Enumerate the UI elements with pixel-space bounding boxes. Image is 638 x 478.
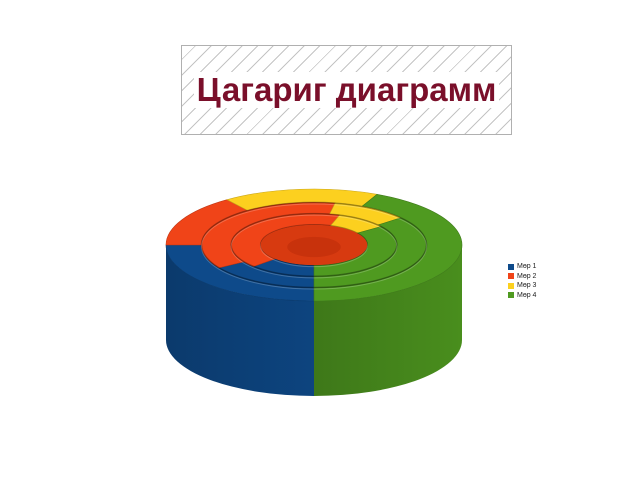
side-wall-1 [166,245,314,396]
legend-swatch [508,273,514,280]
ring-1 [165,188,463,302]
ring-separator-2 [230,212,398,278]
legend-swatch [508,292,514,299]
legend-item: Мөр 3 [508,281,536,291]
chart-legend: Мөр 1 Мөр 2 Мөр 3 Мөр 4 [508,262,536,300]
legend-item: Мөр 1 [508,262,536,272]
center-hole-inner [287,236,341,258]
legend-label: Мөр 4 [517,291,537,299]
legend-label: Мөр 1 [517,263,537,271]
ring-2 [201,202,427,288]
side-wall-4 [314,245,462,396]
chart-side-walls [166,245,462,396]
legend-label: Мөр 3 [517,282,537,290]
ring-3 [230,213,398,277]
legend-item: Мөр 4 [508,291,536,301]
chart-title: Цагариг диаграмм [193,71,500,109]
legend-item: Мөр 2 [508,272,536,282]
chart-title-box: Цагариг диаграмм [181,45,512,135]
ring-highlight-2 [230,214,398,279]
legend-swatch [508,282,514,289]
ring-highlight-1 [201,203,427,290]
legend-label: Мөр 2 [517,272,537,280]
ring-separator-1 [200,201,428,289]
legend-swatch [508,263,514,270]
